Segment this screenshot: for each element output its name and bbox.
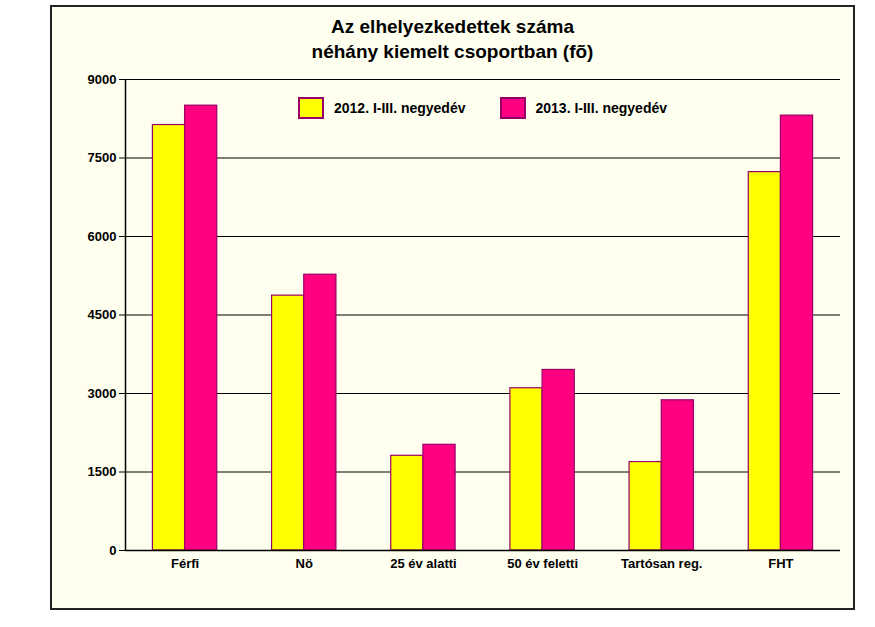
svg-text:6000: 6000 bbox=[88, 229, 117, 244]
svg-text:7500: 7500 bbox=[88, 150, 117, 165]
svg-text:1500: 1500 bbox=[88, 464, 117, 479]
html-text:2012. I-III. negyedév: 2012. I-III. negyedév bbox=[334, 100, 466, 116]
svg-text:50 év feletti: 50 év feletti bbox=[507, 556, 578, 571]
html-text:Az elhelyezkedettek száma: Az elhelyezkedettek száma bbox=[331, 16, 574, 37]
html-text:2013. I-III. negyedév: 2013. I-III. negyedév bbox=[535, 100, 667, 116]
svg-text:Tartósan reg.: Tartósan reg. bbox=[621, 556, 702, 571]
svg-text:Nö: Nö bbox=[296, 556, 313, 571]
svg-text:3000: 3000 bbox=[88, 386, 117, 401]
svg-text:FHT: FHT bbox=[768, 556, 793, 571]
svg-text:Férfi: Férfi bbox=[171, 556, 199, 571]
svg-text:25 év alatti: 25 év alatti bbox=[390, 556, 457, 571]
svg-text:4500: 4500 bbox=[88, 307, 117, 322]
svg-text:0: 0 bbox=[109, 543, 116, 558]
html-text:néhány kiemelt csoportban (fõ): néhány kiemelt csoportban (fõ) bbox=[311, 41, 594, 62]
svg-text:9000: 9000 bbox=[88, 72, 117, 87]
